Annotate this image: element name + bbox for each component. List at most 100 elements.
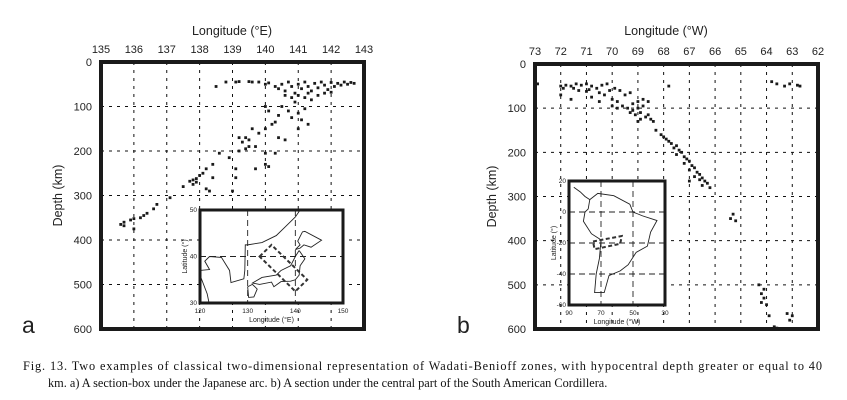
- coastline-path: [200, 210, 301, 284]
- panel-label: b: [457, 312, 470, 338]
- y-tick-label: 0: [86, 57, 92, 69]
- hypocenter-point: [132, 217, 136, 221]
- hypocenter-point: [785, 312, 789, 315]
- section-box: [591, 234, 624, 251]
- hypocenter-point: [237, 80, 241, 83]
- inset-y-tick-label: 20: [559, 178, 567, 185]
- hypocenter-point: [254, 145, 257, 148]
- hypocenter-point: [603, 93, 606, 97]
- hypocenter-point: [608, 89, 612, 92]
- hypocenter-point: [198, 174, 202, 177]
- hypocenter-point: [762, 287, 766, 291]
- hypocenter-point: [257, 131, 261, 135]
- x-tick-label: 135: [92, 44, 110, 56]
- hypocenter-point: [263, 105, 267, 108]
- hypocenter-point: [293, 91, 297, 95]
- inset-x-tick-label: 150: [338, 308, 349, 315]
- hypocenter-point: [267, 81, 271, 85]
- inset-x-tick-label: 90: [565, 310, 573, 317]
- hypocenter-point: [300, 87, 303, 91]
- hypocenter-point: [336, 81, 340, 85]
- hypocenter-point: [690, 164, 694, 167]
- hypocenter-point: [579, 83, 583, 87]
- hypocenter-point: [659, 133, 663, 137]
- hypocenter-point: [693, 175, 696, 179]
- hypocenter-point: [329, 81, 333, 84]
- hypocenter-point: [244, 147, 248, 151]
- inset-y-tick-label: 30: [190, 300, 198, 307]
- hypocenter-point: [633, 113, 637, 117]
- hypocenter-point: [211, 162, 215, 166]
- hypocenter-point: [204, 187, 208, 191]
- hypocenter-point: [247, 145, 251, 148]
- hypocenter-point: [270, 122, 274, 126]
- hypocenter-point: [677, 148, 681, 152]
- inset-x-axis-title: Longitude (°E): [249, 316, 294, 324]
- inset-y-axis-title: Latitude (°): [181, 239, 189, 273]
- y-axis-title: Depth (km): [485, 166, 499, 228]
- hypocenter-point: [572, 86, 575, 90]
- y-axis-title: Depth (km): [51, 165, 65, 227]
- hypocenter-point: [290, 85, 294, 88]
- hypocenter-point: [217, 151, 221, 155]
- inset-x-axis-title: Longitude (°W): [594, 318, 641, 326]
- y-tick-label: 300: [74, 191, 92, 203]
- hypocenter-point: [224, 80, 228, 84]
- hypocenter-point: [283, 93, 287, 97]
- caption-line-2: km. a) A section-box under the Japanese …: [48, 376, 607, 390]
- hypocenter-point: [237, 149, 241, 153]
- hypocenter-point: [214, 85, 218, 88]
- hypocenter-point: [208, 189, 211, 193]
- hypocenter-point: [667, 139, 671, 143]
- hypocenter-point: [342, 80, 346, 84]
- inset-y-tick-label: 0: [562, 209, 566, 216]
- hypocenter-point: [649, 117, 653, 121]
- hypocenter-point: [636, 106, 640, 110]
- hypocenter-point: [277, 87, 280, 91]
- hypocenter-point: [310, 89, 313, 93]
- hypocenter-point: [615, 100, 619, 103]
- hypocenter-point: [687, 168, 691, 172]
- hypocenter-point: [333, 85, 336, 88]
- hypocenter-point: [273, 85, 277, 88]
- hypocenter-point: [250, 127, 254, 131]
- hypocenter-point: [760, 292, 763, 296]
- hypocenter-point: [263, 82, 267, 86]
- hypocenter-point: [191, 182, 195, 186]
- y-tick-label: 400: [74, 235, 92, 247]
- hypocenter-point: [705, 181, 709, 185]
- hypocenter-point: [119, 223, 123, 226]
- inset-x-tick-label: 130: [242, 308, 253, 315]
- hypocenter-point: [293, 100, 297, 104]
- hypocenter-point: [132, 227, 136, 231]
- hypocenter-point: [765, 303, 768, 307]
- hypocenter-point: [796, 83, 799, 87]
- hypocenter-point: [790, 314, 794, 318]
- inset-y-tick-label: -60: [557, 302, 567, 309]
- hypocenter-point: [201, 171, 205, 175]
- hypocenter-point: [695, 170, 699, 174]
- hypocenter-point: [703, 179, 707, 183]
- hypocenter-point: [234, 80, 238, 84]
- x-tick-label: 70: [606, 46, 618, 58]
- hypocenter-point: [734, 219, 738, 223]
- hypocenter-point: [574, 82, 578, 86]
- hypocenter-point: [687, 179, 691, 183]
- hypocenter-point: [662, 135, 666, 139]
- hypocenter-point: [639, 117, 642, 121]
- hypocenter-point: [303, 80, 307, 84]
- hypocenter-point: [303, 96, 307, 99]
- hypocenter-point: [590, 84, 593, 88]
- hypocenter-point: [168, 196, 172, 200]
- hypocenter-point: [240, 140, 244, 144]
- hypocenter-point: [636, 100, 640, 103]
- hypocenter-point: [273, 120, 277, 124]
- hypocenter-point: [250, 80, 254, 84]
- hypocenter-point: [346, 82, 349, 86]
- hypocenter-point: [628, 111, 632, 114]
- inset-x-tick-label: 120: [195, 308, 206, 315]
- coastline-path: [247, 283, 258, 298]
- hypocenter-point: [194, 177, 198, 180]
- hypocenter-point: [788, 82, 792, 86]
